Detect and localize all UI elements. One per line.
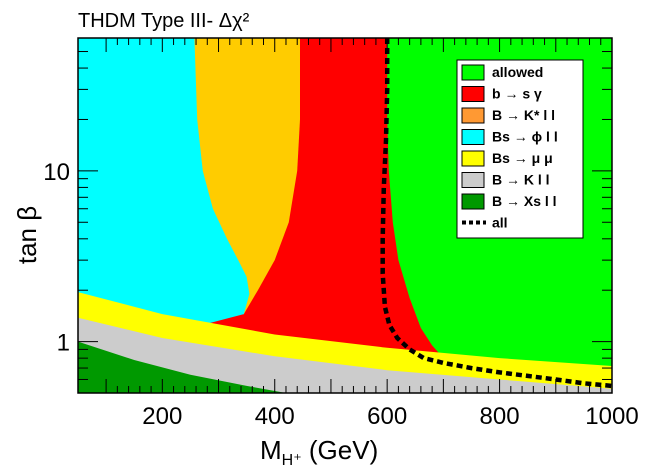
combined-boundary-line: [380, 38, 613, 389]
legend-swatch: [461, 193, 485, 210]
legend-label: all: [492, 215, 508, 231]
legend-swatch: [461, 129, 485, 145]
x-axis-label-unit: (GeV): [302, 435, 379, 465]
x-axis-label-sub: H⁺: [282, 452, 302, 469]
region-Bs-phi-ll: [78, 38, 250, 326]
y-tick-label: 10: [43, 159, 70, 186]
x-tick-label: 1000: [585, 403, 638, 430]
legend-label: B → Xs l l: [492, 193, 557, 209]
combined-boundary-group: [380, 38, 613, 389]
legend-swatch: [461, 107, 485, 124]
legend-label: b → s γ: [492, 86, 542, 102]
y-tick-label: 1: [57, 330, 70, 357]
legend-label: Bs → μ μ: [492, 150, 553, 166]
y-axis-label: tan β: [12, 206, 42, 264]
axes-group: 200 400 600 800 1000 1 10: [43, 37, 639, 430]
chart-title: THDM Type III- Δχ²: [78, 10, 250, 32]
legend-swatch: [461, 64, 485, 81]
region-B-Xs-ll: [78, 341, 286, 393]
plot-frame: [77, 37, 613, 394]
x-tick-label: 400: [255, 403, 295, 430]
legend-swatch: [461, 150, 485, 167]
x-tick-label: 800: [480, 403, 520, 430]
legend-label: allowed: [492, 64, 543, 80]
legend-swatch: [461, 86, 485, 102]
x-tick-label: 200: [142, 403, 182, 430]
x-tick-label: 600: [367, 403, 407, 430]
legend: allowed b → s γ B → K* l l Bs → ϕ l l Bs → μ…: [456, 59, 584, 239]
region-B-K-ll: [78, 317, 612, 393]
legend-label: B → K* l l: [492, 107, 555, 123]
x-axis-label: MH⁺ (GeV): [260, 435, 378, 469]
legend-label: Bs → ϕ l l: [492, 129, 558, 145]
legend-label: B → K l l: [492, 172, 550, 188]
x-axis-label-main: M: [260, 435, 282, 465]
legend-swatch: [461, 172, 485, 188]
